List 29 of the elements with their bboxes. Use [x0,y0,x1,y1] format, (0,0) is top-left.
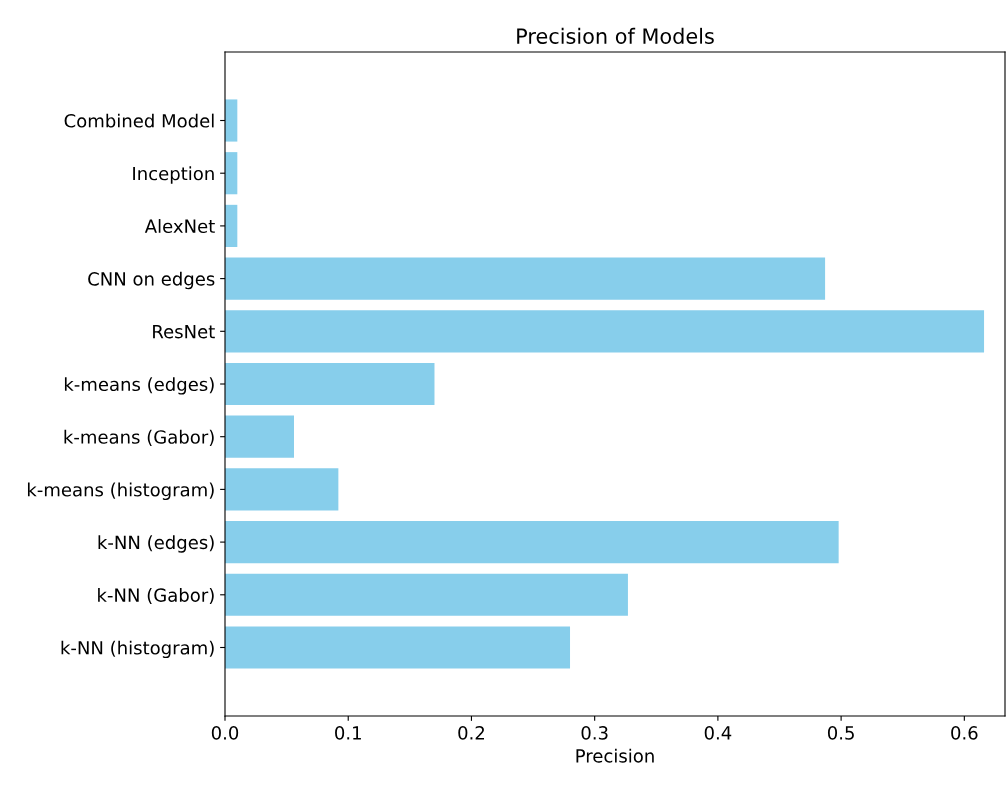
y-tick-label: k-NN (histogram) [61,640,214,659]
chart-title: Precision of Models [517,27,714,44]
x-axis-title: Precision [576,748,654,763]
y-tick-label: Inception [133,166,214,184]
y-tick-label: ResNet [153,325,215,339]
y-tick-label: k-means (histogram) [27,482,214,501]
y-tick-label: k-means (edges) [64,377,214,395]
bar [225,415,294,458]
x-tick-label: 0.3 [581,726,608,740]
x-tick-label: 0.6 [951,726,978,740]
y-tick-label: k-NN (Gabor) [98,587,214,605]
bar [225,310,985,353]
y-tick-label: k-NN (edges) [98,535,214,553]
x-tick-label: 0.1 [335,726,361,740]
bar [225,521,839,564]
x-tick-label: 0.0 [211,726,239,740]
bar [225,573,628,616]
bar [225,362,435,406]
x-tick-label: 0.2 [458,726,484,740]
y-tick-label: CNN on edges [88,271,215,290]
y-tick-label: Combined Model [64,113,214,128]
bar [225,468,339,511]
bar [225,626,571,669]
x-tick-label: 0.5 [827,726,854,740]
bar [225,99,238,142]
y-tick-label: AlexNet [144,219,215,234]
x-tick-label: 0.4 [704,726,732,740]
bar [225,257,826,300]
y-tick-label: k-means (Gabor) [64,429,214,446]
